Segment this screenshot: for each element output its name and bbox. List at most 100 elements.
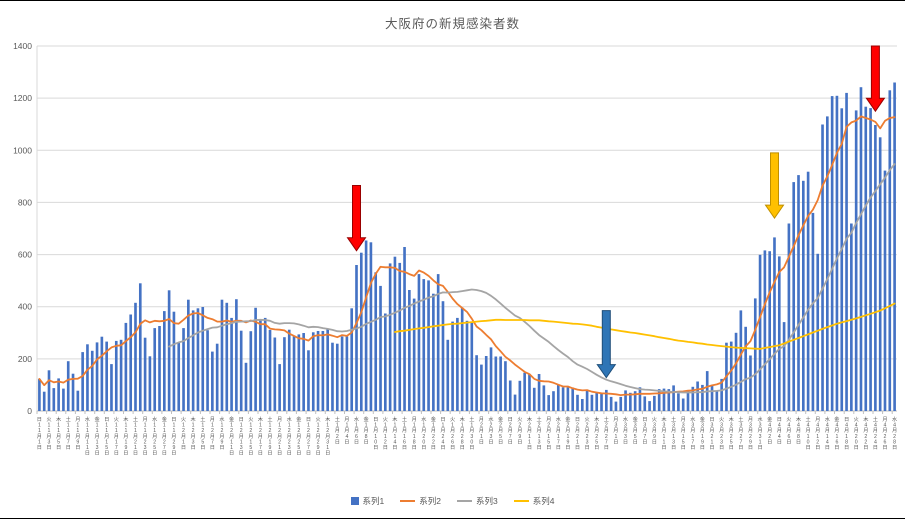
series4-line-swatch-icon: [513, 499, 529, 503]
legend-item-series2[interactable]: 系列2: [400, 495, 441, 507]
series3-line[interactable]: [168, 163, 896, 394]
svg-text:600: 600: [18, 250, 32, 260]
legend-label-series4: 系列4: [532, 496, 555, 506]
red-arrow-late-april[interactable]: [865, 45, 886, 113]
svg-text:0: 0: [27, 406, 32, 416]
series3-line-swatch-icon: [457, 499, 472, 503]
x-axis-line: [36, 410, 897, 414]
svg-text:1000: 1000: [13, 145, 32, 155]
chart-legend: 系列1 系列2 系列3 系列4: [0, 495, 905, 507]
series1-bars[interactable]: [38, 82, 896, 412]
svg-text:400: 400: [18, 302, 32, 312]
svg-text:800: 800: [18, 197, 32, 207]
legend-label-series1: 系列1: [362, 496, 385, 506]
y-axis-labels: 0 200 400 600 800 1000 1200 1400: [13, 41, 32, 416]
x-axis-labels: 日 1 1 月 1 日火 1 1 月 3 日木 1 1 月 5 日土 1 1 月 7 日月 1 1 月 9 日水 1 1 月 1 1 日金 1 1…: [37, 415, 898, 457]
svg-text:1400: 1400: [13, 41, 32, 51]
yellow-arrow-early-april[interactable]: [764, 152, 785, 219]
series4-line[interactable]: [394, 302, 896, 350]
series2-line[interactable]: [38, 115, 896, 396]
blue-arrow-late-february[interactable]: [596, 310, 617, 379]
legend-item-series4[interactable]: 系列4: [513, 495, 555, 507]
red-arrow-early-january[interactable]: [346, 185, 367, 252]
legend-item-series1[interactable]: 系列1: [350, 495, 385, 507]
legend-item-series3[interactable]: 系列3: [457, 495, 498, 507]
svg-text:200: 200: [18, 354, 32, 364]
